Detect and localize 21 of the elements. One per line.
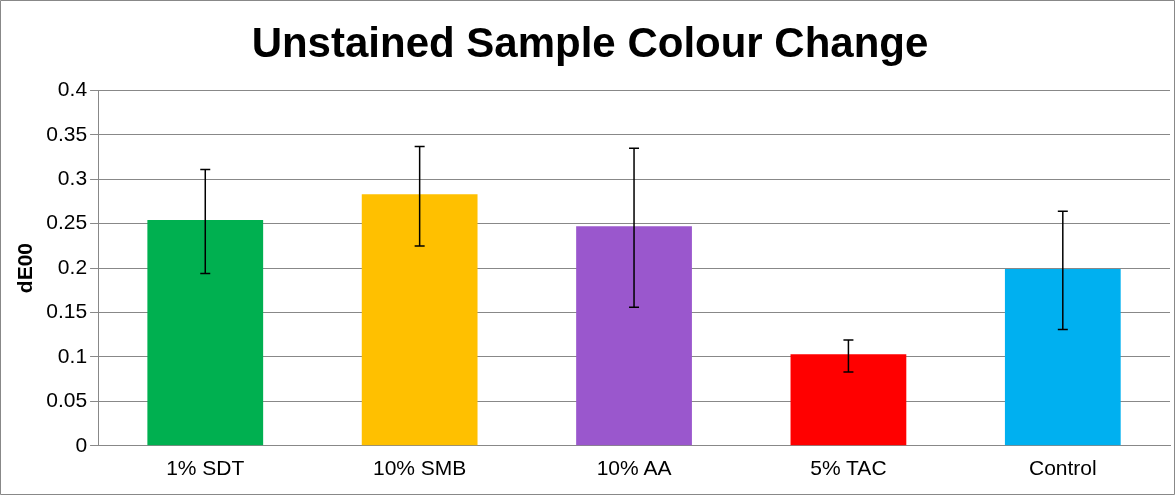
y-axis-title: dE00 (13, 243, 37, 294)
x-tick-label: 1% SDT (166, 456, 245, 480)
y-tick-label: 0.35 (46, 121, 88, 145)
y-tick-label: 0.4 (57, 77, 88, 101)
bar (1004, 268, 1121, 446)
y-tick-label: 0.2 (57, 254, 88, 278)
bar (576, 226, 692, 446)
x-tick-label: 10% AA (596, 456, 672, 480)
y-tick-label: 0.25 (46, 210, 88, 234)
x-tick-label: Control (1028, 456, 1097, 480)
y-tick-label: 0.15 (46, 299, 88, 323)
y-tick-label: 0.3 (57, 166, 88, 190)
y-tick-label: 0 (75, 432, 88, 456)
bar (361, 194, 478, 446)
x-tick-label: 10% SMB (372, 456, 467, 480)
bar (147, 220, 264, 446)
y-tick-label: 0.05 (46, 388, 88, 412)
chart-title: Unstained Sample Colour Change (251, 18, 929, 66)
bar (790, 354, 907, 446)
y-tick-label: 0.1 (57, 343, 88, 367)
x-tick-label: 5% TAC (810, 456, 887, 480)
